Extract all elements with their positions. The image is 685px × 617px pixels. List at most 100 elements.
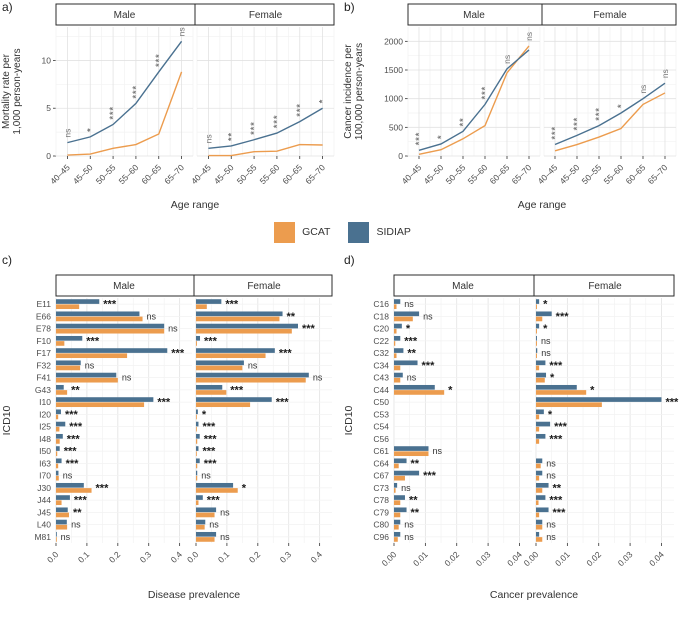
svg-text:*: * <box>242 482 247 494</box>
svg-text:***: *** <box>549 360 563 372</box>
svg-text:C18: C18 <box>373 311 389 321</box>
svg-text:**: ** <box>458 117 468 126</box>
svg-text:Cancer prevalence: Cancer prevalence <box>490 589 578 601</box>
svg-text:***: *** <box>556 311 570 323</box>
panel-b: b) Cancer incidence per 100,000 person-ye… <box>342 0 684 213</box>
svg-text:L40: L40 <box>37 520 51 530</box>
svg-text:0.03: 0.03 <box>474 549 493 568</box>
panel-c: c) ICD10 E11 E66 E78 F10 F17 F32 F41 G43 I10 I20 I2… <box>0 253 342 605</box>
svg-text:E78: E78 <box>36 324 51 334</box>
svg-text:*: * <box>543 323 548 335</box>
svg-text:***: *** <box>414 132 424 146</box>
svg-text:60–65: 60–65 <box>624 162 648 186</box>
svg-text:C64: C64 <box>373 458 389 468</box>
svg-text:ns: ns <box>404 532 414 542</box>
svg-text:1500: 1500 <box>384 65 403 75</box>
svg-text:*: * <box>590 384 595 396</box>
svg-text:45–50: 45–50 <box>558 162 582 186</box>
svg-text:**: ** <box>407 348 416 360</box>
svg-text:**: ** <box>73 507 82 519</box>
svg-text:ns: ns <box>203 134 213 143</box>
svg-text:Male: Male <box>114 10 136 21</box>
svg-text:ns: ns <box>177 27 187 36</box>
svg-text:C78: C78 <box>373 495 389 505</box>
svg-text:***: *** <box>204 458 218 470</box>
svg-text:40–45: 40–45 <box>536 162 560 186</box>
svg-text:***: *** <box>204 335 218 347</box>
svg-text:ns: ns <box>147 311 157 321</box>
panel-d-label: d) <box>344 253 355 267</box>
svg-text:Cancer incidence per: Cancer incidence per <box>343 44 354 139</box>
svg-text:ns: ns <box>401 483 411 493</box>
svg-text:E66: E66 <box>36 311 51 321</box>
svg-text:65–70: 65–70 <box>646 162 670 186</box>
svg-text:0.02: 0.02 <box>442 549 461 568</box>
svg-text:***: *** <box>69 421 83 433</box>
svg-text:65–70: 65–70 <box>510 162 534 186</box>
svg-text:ns: ns <box>541 336 551 346</box>
svg-text:I10: I10 <box>39 397 51 407</box>
svg-text:Age range: Age range <box>518 199 567 211</box>
sidiap-swatch-icon <box>348 221 370 243</box>
svg-text:***: *** <box>66 458 80 470</box>
svg-text:50–55: 50–55 <box>444 162 468 186</box>
svg-text:F32: F32 <box>36 360 51 370</box>
svg-text:5: 5 <box>46 103 51 113</box>
svg-text:ns: ns <box>248 360 258 370</box>
svg-text:***: *** <box>96 482 110 494</box>
svg-text:45–50: 45–50 <box>212 162 236 186</box>
svg-text:Mortality rate per: Mortality rate per <box>1 53 12 129</box>
svg-text:1000: 1000 <box>384 94 403 104</box>
svg-text:0.3: 0.3 <box>138 549 154 565</box>
svg-text:60–65: 60–65 <box>280 162 304 186</box>
svg-text:C50: C50 <box>373 397 389 407</box>
svg-text:C32: C32 <box>373 348 389 358</box>
panel-c-label: c) <box>2 253 12 267</box>
svg-text:Age range: Age range <box>171 199 220 211</box>
svg-text:10: 10 <box>42 55 52 65</box>
svg-text:0.4: 0.4 <box>309 549 325 565</box>
svg-text:I63: I63 <box>39 458 51 468</box>
svg-text:60–65: 60–65 <box>139 162 163 186</box>
panel-c-chart: ICD10 E11 E66 E78 F10 F17 F32 F41 G43 I10 I20 I25 I4… <box>1 274 333 601</box>
svg-text:C16: C16 <box>373 299 389 309</box>
svg-text:*: * <box>548 409 553 421</box>
svg-text:**: ** <box>411 507 420 519</box>
svg-text:ns: ns <box>407 373 417 383</box>
svg-text:C96: C96 <box>373 532 389 542</box>
svg-text:Female: Female <box>247 281 281 292</box>
panel-a-label: a) <box>2 0 13 14</box>
svg-text:0.01: 0.01 <box>553 549 572 568</box>
gcat-swatch-icon <box>274 221 296 243</box>
svg-text:G43: G43 <box>35 385 51 395</box>
svg-text:***: *** <box>202 446 216 458</box>
svg-text:500: 500 <box>389 122 403 132</box>
svg-text:ns: ns <box>313 373 323 383</box>
svg-text:**: ** <box>553 482 562 494</box>
panel-d: d) ICD10 C16 C18 C20 C22 C32 C34 C43 C44 C50 C53 C5… <box>342 253 684 605</box>
svg-text:0.00: 0.00 <box>522 549 541 568</box>
svg-text:ns: ns <box>122 373 132 383</box>
svg-text:ns: ns <box>660 69 670 78</box>
svg-text:Female: Female <box>593 10 627 21</box>
svg-text:C34: C34 <box>373 360 389 370</box>
svg-text:**: ** <box>287 311 296 323</box>
svg-text:ns: ns <box>546 520 556 530</box>
svg-text:ns: ns <box>546 471 556 481</box>
svg-text:C20: C20 <box>373 324 389 334</box>
svg-text:***: *** <box>225 299 239 311</box>
svg-text:50–55: 50–55 <box>235 162 259 186</box>
panel-b-label: b) <box>344 0 355 14</box>
svg-text:ns: ns <box>71 520 81 530</box>
svg-text:***: *** <box>103 299 117 311</box>
svg-text:***: *** <box>550 126 560 140</box>
svg-text:***: *** <box>86 335 100 347</box>
svg-text:ns: ns <box>63 471 73 481</box>
svg-text:***: *** <box>554 421 568 433</box>
svg-text:***: *** <box>295 103 305 117</box>
svg-text:1,000 person-years: 1,000 person-years <box>12 48 23 134</box>
svg-text:***: *** <box>64 446 78 458</box>
svg-text:0.1: 0.1 <box>216 549 232 565</box>
svg-text:I25: I25 <box>39 422 51 432</box>
svg-text:ns: ns <box>404 520 414 530</box>
